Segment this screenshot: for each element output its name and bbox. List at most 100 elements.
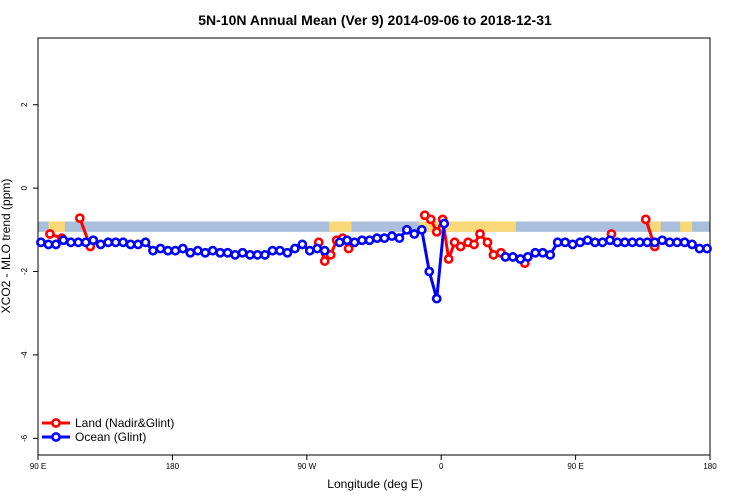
data-point (364, 235, 375, 246)
data-point (443, 254, 454, 264)
land-segment (680, 221, 693, 232)
data-point (319, 245, 330, 256)
data-point (522, 252, 533, 262)
data-point (416, 224, 427, 235)
data-point (530, 247, 541, 258)
legend: Land (Nadir&Glint)Ocean (Glint) (42, 416, 174, 444)
x-tick-label: 0 (439, 462, 444, 471)
data-point (590, 237, 600, 248)
data-point (642, 237, 653, 248)
data-point (74, 213, 85, 224)
data-point (65, 237, 76, 248)
data-point (679, 237, 690, 248)
land-segment (48, 221, 65, 232)
series-ocean (36, 218, 712, 304)
data-point (439, 218, 450, 229)
data-point (148, 245, 158, 256)
data-point (275, 245, 285, 256)
data-point (289, 243, 300, 254)
data-point (431, 227, 442, 237)
data-point (334, 237, 345, 248)
data-point (245, 249, 255, 260)
data-point (545, 249, 556, 260)
data-point (575, 237, 585, 248)
series-layer (36, 210, 712, 304)
data-point (58, 235, 69, 246)
legend-label: Land (Nadir&Glint) (75, 416, 174, 430)
data-point (537, 247, 548, 258)
plot-area (36, 37, 712, 456)
data-point (612, 237, 623, 248)
data-point (252, 249, 263, 260)
legend-marker (51, 432, 61, 442)
chart-title: 5N-10N Annual Mean (Ver 9) 2014-09-06 to… (198, 12, 552, 28)
data-point (207, 245, 218, 256)
x-tick-label: 90 E (30, 462, 46, 471)
land-ocean-band (38, 221, 710, 232)
data-point (51, 239, 61, 250)
data-point (185, 247, 196, 258)
data-point (394, 233, 405, 244)
data-point (507, 252, 518, 262)
data-point (627, 237, 638, 248)
y-axis: 2 0 -2 -4 -6 (20, 102, 38, 442)
data-point (222, 247, 233, 258)
data-point (43, 239, 54, 250)
data-point (702, 243, 712, 254)
data-point (640, 214, 651, 225)
data-point (140, 237, 151, 248)
y-tick-label: 2 (20, 102, 29, 107)
x-axis-label: Longitude (deg E) (327, 477, 422, 491)
data-point (515, 254, 526, 264)
x-tick-label: 90 W (297, 462, 316, 471)
data-point (177, 243, 188, 254)
data-point (657, 235, 668, 246)
data-point (482, 237, 493, 248)
data-point (634, 237, 645, 248)
data-point (357, 235, 367, 246)
data-point (118, 237, 129, 248)
data-point (36, 237, 46, 248)
data-point (605, 235, 615, 246)
x-tick-label: 90 E (567, 462, 583, 471)
data-point (95, 239, 106, 250)
data-point (215, 247, 226, 258)
data-point (500, 252, 511, 262)
data-point (88, 235, 99, 246)
y-tick-label: -2 (20, 267, 29, 275)
data-point (567, 239, 578, 250)
x-axis: 90 E 180 90 W 0 90 E 180 (30, 455, 717, 471)
data-point (343, 243, 354, 254)
data-point (401, 224, 412, 235)
land-segment (418, 221, 516, 232)
data-point (80, 237, 91, 248)
data-point (694, 243, 705, 254)
data-point (560, 237, 571, 248)
data-point (312, 243, 323, 254)
y-tick-label: 0 (20, 185, 29, 190)
data-point (469, 239, 479, 250)
data-point (488, 249, 499, 260)
x-tick-label: 180 (166, 462, 180, 471)
data-point (133, 239, 143, 250)
data-point (582, 235, 593, 246)
y-tick-label: -6 (20, 434, 29, 442)
data-point (409, 229, 420, 239)
data-point (125, 239, 136, 250)
data-point (267, 245, 278, 256)
data-point (342, 235, 353, 246)
y-tick-label: -4 (20, 351, 29, 359)
data-point (672, 237, 683, 248)
data-point (200, 247, 211, 258)
data-point (431, 293, 442, 304)
land-segment (329, 221, 352, 232)
data-point (73, 237, 84, 248)
data-point (387, 231, 397, 241)
data-point (379, 233, 390, 244)
data-point (163, 245, 173, 256)
data-point (687, 239, 697, 250)
land-segment (650, 221, 661, 232)
legend-marker (51, 418, 61, 428)
data-point (45, 229, 55, 239)
data-point (170, 245, 181, 256)
